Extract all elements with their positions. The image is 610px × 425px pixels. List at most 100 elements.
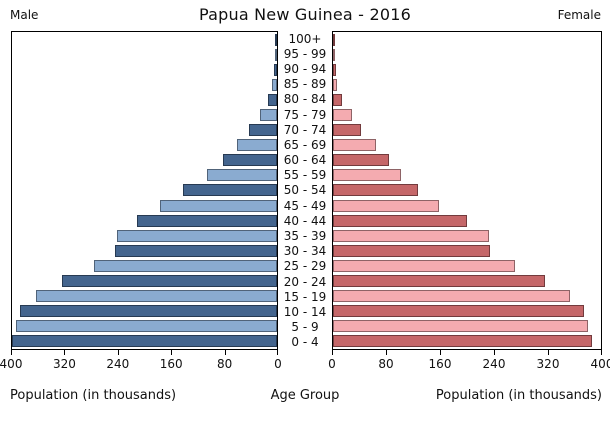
- male-bar: [248, 124, 277, 137]
- female-bar: [333, 93, 342, 106]
- male-bar: [136, 214, 277, 227]
- male-bar: [12, 335, 277, 348]
- age-group-label: 5 - 9: [291, 320, 319, 335]
- female-bar: [333, 78, 338, 91]
- female-bar: [333, 290, 571, 303]
- female-bar: [333, 305, 584, 318]
- axis-tick-label: 80: [378, 357, 394, 371]
- female-row: [333, 153, 601, 168]
- age-group-label: 10 - 14: [283, 305, 327, 320]
- male-bar: [223, 154, 277, 167]
- axis-tick-mark: [64, 350, 66, 355]
- female-bar: [333, 244, 491, 257]
- chart-title: Papua New Guinea - 2016: [199, 5, 411, 24]
- female-axis-tick-labels: 0 80 160 240 320 400: [328, 357, 610, 371]
- male-bar: [93, 259, 277, 272]
- axis-tick-label: 0: [328, 357, 336, 371]
- female-bar: [333, 229, 490, 242]
- age-group-label: 0 - 4: [291, 335, 319, 350]
- female-bar: [333, 275, 546, 288]
- female-row: [333, 62, 601, 77]
- male-bar: [159, 199, 277, 212]
- age-group-label: 15 - 19: [283, 289, 327, 304]
- female-axis-header: Female: [557, 8, 601, 22]
- male-row: [12, 107, 277, 122]
- male-bar: [62, 275, 277, 288]
- axis-tick-label: 320: [536, 357, 560, 371]
- female-row: [333, 107, 601, 122]
- age-group-label: 65 - 69: [283, 137, 327, 152]
- age-group-label: 100+: [288, 31, 322, 46]
- axis-tick-mark: [494, 350, 495, 355]
- male-row: [12, 47, 277, 62]
- male-row: [12, 92, 277, 107]
- female-row: [333, 168, 601, 183]
- male-bar: [182, 184, 277, 197]
- male-row: [12, 123, 277, 138]
- age-group-label: 35 - 39: [283, 229, 327, 244]
- age-group-label: 45 - 49: [283, 198, 327, 213]
- age-group-label: 25 - 29: [283, 259, 327, 274]
- axis-tick-label: 400: [590, 357, 610, 371]
- male-row: [12, 168, 277, 183]
- female-bar: [333, 63, 336, 76]
- female-row: [333, 32, 601, 47]
- age-group-label: 90 - 94: [283, 61, 327, 76]
- age-group-label: 80 - 84: [283, 92, 327, 107]
- male-bar: [19, 305, 277, 318]
- female-row: [333, 92, 601, 107]
- axis-tick-label: 240: [482, 357, 506, 371]
- male-row: [12, 138, 277, 153]
- axis-tick-mark: [224, 350, 226, 355]
- male-row: [12, 304, 277, 319]
- male-row: [12, 289, 277, 304]
- female-row: [333, 198, 601, 213]
- age-group-label: 95 - 99: [283, 46, 327, 61]
- axis-tick-label: 80: [216, 357, 233, 371]
- female-bar: [333, 214, 467, 227]
- male-row: [12, 62, 277, 77]
- age-group-axis-label: Age Group: [270, 388, 340, 403]
- male-bar: [275, 33, 277, 46]
- axis-tick-label: 400: [0, 357, 23, 371]
- male-bar: [236, 139, 277, 152]
- female-row: [333, 47, 601, 62]
- axis-tick-mark: [440, 350, 441, 355]
- male-row: [12, 153, 277, 168]
- female-row: [333, 138, 601, 153]
- male-axis-tick-labels: 400 320 240 160 80 0: [0, 357, 282, 371]
- female-bar: [333, 48, 335, 61]
- female-plot-area: [332, 31, 602, 350]
- female-bar: [333, 320, 588, 333]
- female-row: [333, 77, 601, 92]
- female-bar: [333, 199, 439, 212]
- male-bar: [267, 93, 277, 106]
- axis-tick-label: 0: [274, 357, 282, 371]
- male-row: [12, 77, 277, 92]
- male-bar: [271, 78, 277, 91]
- male-row: [12, 334, 277, 349]
- female-row: [333, 123, 601, 138]
- age-group-axis: 100+ 95 - 99 90 - 94 85 - 89 80 - 84 75 - 79 7…: [278, 31, 332, 350]
- female-bar: [333, 335, 593, 348]
- male-bar: [260, 109, 277, 122]
- female-row: [333, 304, 601, 319]
- male-bar: [273, 63, 277, 76]
- male-axis-label: Population (in thousands): [10, 388, 177, 403]
- female-bar: [333, 33, 335, 46]
- female-row: [333, 213, 601, 228]
- male-axis-ticks: [11, 350, 278, 355]
- male-bar: [206, 169, 277, 182]
- axis-tick-mark: [601, 350, 602, 355]
- axis-tick-mark: [548, 350, 549, 355]
- axis-tick-label: 160: [159, 357, 183, 371]
- axis-tick-mark: [11, 350, 12, 355]
- female-bar: [333, 124, 362, 137]
- axis-tick-mark: [277, 350, 278, 355]
- female-row: [333, 334, 601, 349]
- female-row: [333, 243, 601, 258]
- male-row: [12, 319, 277, 334]
- male-row: [12, 213, 277, 228]
- age-group-label: 20 - 24: [283, 274, 327, 289]
